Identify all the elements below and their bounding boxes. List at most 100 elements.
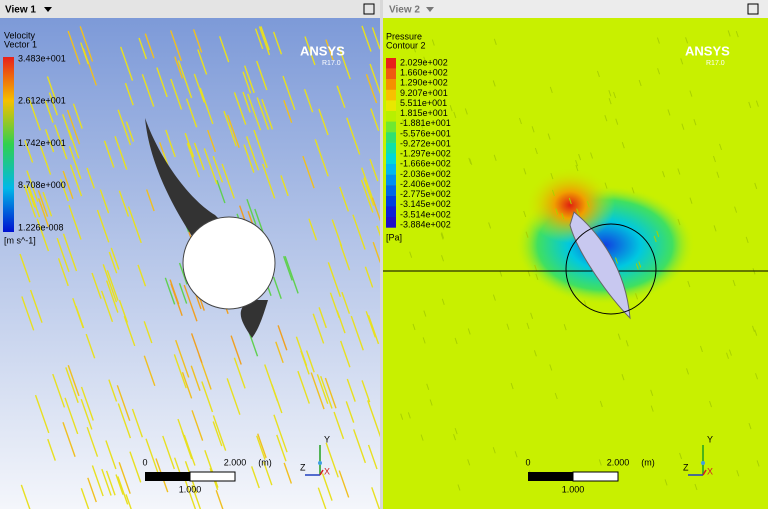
- vector: [304, 36, 316, 66]
- vector: [748, 422, 752, 430]
- legend-label: -2.036e+002: [400, 169, 451, 179]
- vector: [203, 148, 218, 185]
- vector: [735, 30, 739, 38]
- vector: [423, 310, 427, 317]
- vector: [492, 80, 496, 87]
- vector: [631, 187, 635, 194]
- vector: [36, 218, 50, 252]
- vector: [431, 39, 435, 46]
- scale-zero: 0: [142, 457, 147, 467]
- version: R17.0: [322, 60, 341, 67]
- vector: [254, 28, 264, 50]
- vector: [468, 157, 472, 165]
- vector: [125, 494, 132, 509]
- vector: [295, 336, 308, 366]
- vector: [732, 279, 736, 287]
- tab-title[interactable]: View 2: [389, 5, 420, 16]
- vector: [284, 255, 299, 294]
- vector: [44, 129, 55, 153]
- vector: [407, 412, 411, 419]
- axis-x-label: X: [324, 466, 330, 476]
- vector: [604, 182, 608, 189]
- vector: [116, 385, 131, 422]
- vector: [258, 26, 271, 56]
- vector: [272, 276, 282, 300]
- vector: [464, 108, 468, 115]
- vector: [47, 438, 56, 461]
- vector: [193, 73, 205, 103]
- vector: [253, 129, 268, 168]
- vector: [420, 122, 424, 129]
- vector: [108, 379, 118, 402]
- legend-label: 1.815e+001: [400, 108, 448, 118]
- vector: [26, 170, 39, 202]
- vector: [124, 82, 134, 106]
- vector: [175, 339, 190, 378]
- vector: [716, 171, 720, 178]
- vector: [608, 98, 612, 105]
- vector: [275, 341, 284, 364]
- legend-label: -9.272e+001: [400, 138, 451, 148]
- vector: [364, 266, 374, 288]
- vector: [400, 413, 404, 420]
- vector: [85, 333, 96, 359]
- vector: [37, 198, 50, 228]
- vector: [677, 218, 681, 226]
- vector: [535, 273, 539, 281]
- vector: [454, 427, 458, 435]
- vector: [719, 143, 722, 151]
- vector: [247, 93, 262, 131]
- vector: [550, 172, 554, 180]
- vector: [106, 270, 119, 301]
- vector: [54, 124, 68, 160]
- vector: [650, 389, 654, 396]
- vector: [510, 382, 514, 390]
- vector: [302, 155, 315, 189]
- vector: [713, 225, 717, 232]
- legend-label: -1.297e+002: [400, 149, 451, 159]
- vector: [297, 370, 310, 404]
- vector: [144, 33, 155, 59]
- circle: [565, 223, 657, 315]
- vector: [34, 394, 50, 434]
- maximize[interactable]: [363, 3, 375, 15]
- vector: [371, 27, 381, 50]
- vector: [361, 380, 371, 403]
- vector: [69, 164, 83, 197]
- vector: [127, 206, 142, 244]
- vector: [530, 312, 534, 319]
- vector: [169, 279, 180, 305]
- vector: [650, 405, 654, 412]
- vector: [493, 154, 497, 161]
- vector: [441, 223, 445, 230]
- vector: [657, 68, 661, 75]
- vector: [68, 146, 82, 180]
- vector: [689, 197, 693, 204]
- vector: [493, 38, 497, 45]
- vector: [273, 414, 288, 453]
- vector: [338, 470, 350, 498]
- vector: [184, 479, 197, 509]
- vector: [248, 332, 259, 357]
- vector: [28, 97, 41, 131]
- vector: [549, 86, 553, 94]
- vector: [223, 110, 237, 147]
- legend-label: 2.612e+001: [18, 96, 66, 106]
- vector: [518, 117, 522, 125]
- vector: [608, 90, 612, 97]
- vector: [102, 264, 118, 303]
- vector: [101, 468, 112, 496]
- vector: [226, 114, 240, 148]
- vector: [523, 210, 527, 218]
- dropdown[interactable]: [44, 7, 52, 12]
- tab-title[interactable]: View 1: [5, 5, 36, 16]
- maximize[interactable]: [747, 3, 759, 15]
- vector: [590, 152, 594, 159]
- dropdown[interactable]: [426, 7, 434, 12]
- vector: [108, 251, 118, 274]
- vector: [46, 76, 57, 101]
- vector: [599, 400, 603, 408]
- vector: [615, 257, 618, 264]
- vector: [91, 465, 104, 497]
- vector: [453, 434, 457, 441]
